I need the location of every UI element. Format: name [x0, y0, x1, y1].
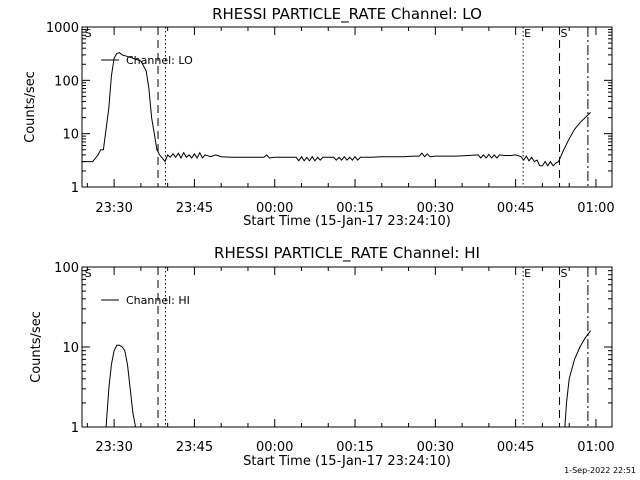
y-tick-label: 1000: [46, 21, 79, 36]
event-marker-label: S: [561, 267, 568, 280]
chart-title: RHESSI PARTICLE_RATE Channel: LO: [212, 5, 482, 24]
x-tick-label: 00:00: [256, 440, 293, 455]
series-line-Channel: HI: [564, 330, 591, 428]
event-marker-label: E: [524, 267, 531, 280]
footer-date: 1-Sep-2022 22:51: [564, 466, 636, 475]
event-marker-label: S: [85, 27, 92, 40]
legend-label: Channel: HI: [126, 294, 190, 307]
x-tick-label: 00:30: [417, 440, 454, 455]
x-tick-label: 00:30: [417, 201, 454, 216]
x-tick-label: 23:45: [176, 440, 213, 455]
x-tick-label: 00:45: [497, 440, 534, 455]
event-marker-label: E: [524, 27, 531, 40]
event-marker-label: S: [85, 267, 92, 280]
y-tick-label: 10: [62, 341, 79, 356]
x-tick-label: 23:45: [176, 201, 213, 216]
x-tick-label: 01:00: [577, 440, 614, 455]
x-tick-label: 00:00: [256, 201, 293, 216]
panel-2: [81, 266, 613, 428]
y-tick-label: 10: [62, 128, 79, 143]
y-tick-label: 100: [54, 261, 79, 276]
x-tick-label: 00:45: [497, 201, 534, 216]
legend-label: Channel: LO: [126, 54, 193, 67]
plot-frame: [81, 266, 613, 428]
series-line-Channel: LO: [82, 52, 591, 167]
x-axis-label: Start Time (15-Jan-17 23:24:10): [243, 214, 451, 229]
chart-title: RHESSI PARTICLE_RATE Channel: HI: [214, 244, 480, 263]
x-tick-label: 23:30: [95, 440, 132, 455]
y-tick-label: 1: [71, 181, 79, 196]
plot-frame: [81, 26, 613, 188]
x-tick-label: 23:30: [95, 201, 132, 216]
series-line-Channel: HI: [105, 344, 136, 428]
x-axis-label: Start Time (15-Jan-17 23:24:10): [243, 454, 451, 469]
event-marker-label: S: [561, 27, 568, 40]
y-tick-label: 100: [54, 74, 79, 89]
panel-1: [81, 26, 613, 188]
y-axis-label: Counts/sec: [23, 71, 38, 143]
y-tick-label: 1: [71, 421, 79, 436]
x-tick-label: 00:15: [336, 440, 373, 455]
x-tick-label: 00:15: [336, 201, 373, 216]
y-axis-label: Counts/sec: [29, 311, 44, 383]
x-tick-label: 01:00: [577, 201, 614, 216]
